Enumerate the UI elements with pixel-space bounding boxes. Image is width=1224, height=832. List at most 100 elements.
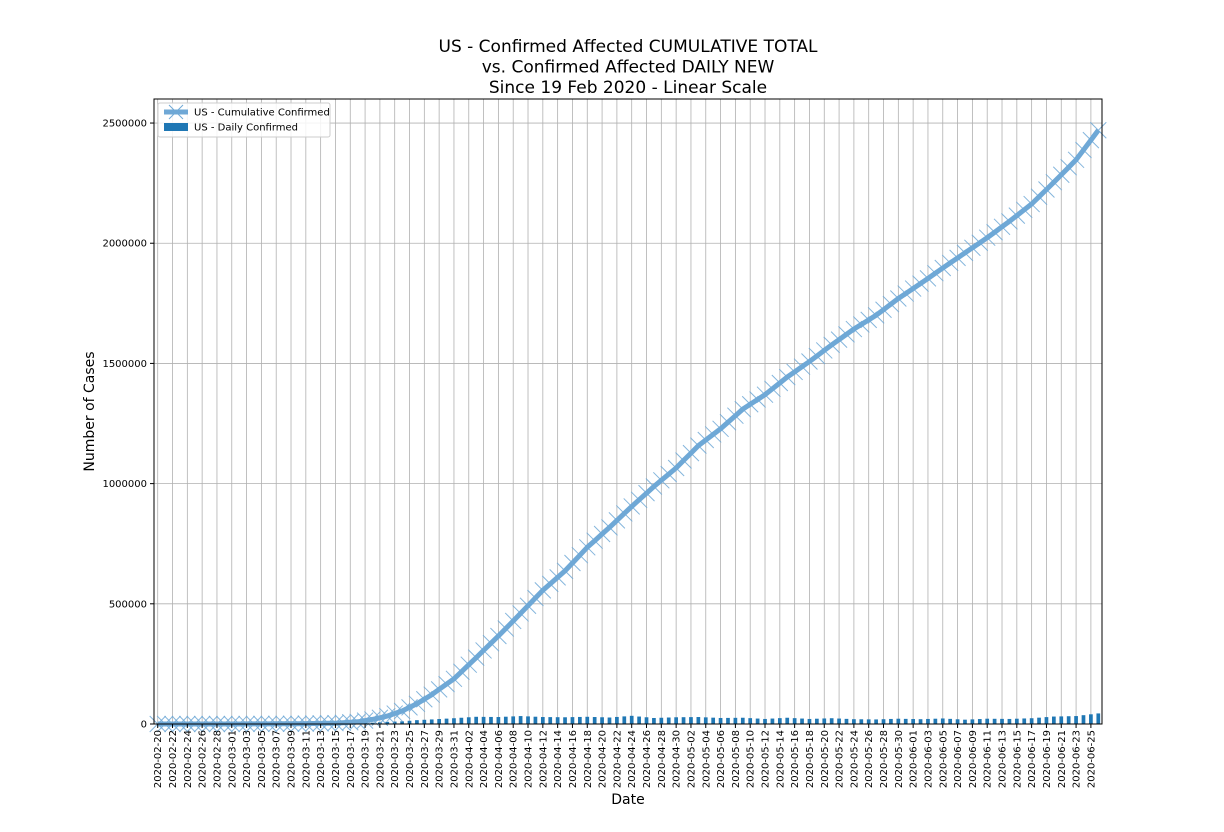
daily-bar xyxy=(460,718,464,724)
y-tick-label: 2000000 xyxy=(102,239,147,250)
daily-bar xyxy=(852,719,856,724)
x-tick-label: 2020-05-08 xyxy=(731,730,742,788)
daily-bar xyxy=(830,718,834,724)
legend-bar-swatch xyxy=(164,123,188,131)
daily-bar xyxy=(985,719,989,724)
x-tick-label: 2020-04-20 xyxy=(598,730,609,788)
daily-bar xyxy=(1030,718,1034,724)
chart-title: US - Confirmed Affected CUMULATIVE TOTAL… xyxy=(439,37,819,98)
title-line: US - Confirmed Affected CUMULATIVE TOTAL xyxy=(439,37,819,57)
x-tick-label: 2020-04-08 xyxy=(509,730,520,788)
daily-bar xyxy=(563,717,567,724)
daily-bar xyxy=(504,717,508,724)
daily-bar xyxy=(763,719,767,724)
x-tick-label: 2020-04-04 xyxy=(479,730,490,788)
x-tick-label: 2020-04-24 xyxy=(627,730,638,788)
x-tick-label: 2020-04-22 xyxy=(612,730,623,788)
daily-bar xyxy=(645,717,649,724)
x-tick-label: 2020-05-24 xyxy=(849,730,860,788)
daily-bar xyxy=(904,719,908,724)
x-tick-label: 2020-02-22 xyxy=(168,730,179,788)
daily-bar xyxy=(578,717,582,724)
daily-bar xyxy=(608,718,612,724)
x-tick-label: 2020-05-16 xyxy=(790,730,801,788)
legend: US - Cumulative Confirmed US - Daily Conf… xyxy=(158,103,330,137)
daily-bar xyxy=(593,717,597,724)
daily-bar xyxy=(526,716,530,724)
daily-bar xyxy=(415,720,419,724)
title-line: vs. Confirmed Affected DAILY NEW xyxy=(482,58,775,78)
daily-bar xyxy=(474,717,478,724)
daily-bar xyxy=(978,719,982,724)
daily-bar xyxy=(497,717,501,724)
x-tick-label: 2020-05-20 xyxy=(820,730,831,788)
x-tick-label: 2020-05-02 xyxy=(686,730,697,788)
x-tick-label: 2020-03-29 xyxy=(435,730,446,788)
daily-bar xyxy=(808,719,812,724)
daily-bar xyxy=(778,718,782,724)
x-tick-label: 2020-03-01 xyxy=(227,730,238,788)
daily-bar xyxy=(659,718,663,724)
legend-label-cumulative: US - Cumulative Confirmed xyxy=(194,108,330,119)
daily-bar xyxy=(541,717,545,724)
x-tick-label: 2020-05-18 xyxy=(805,730,816,788)
daily-bar xyxy=(422,720,426,724)
x-tick-label: 2020-06-01 xyxy=(909,730,920,788)
daily-bar xyxy=(652,718,656,724)
x-tick-label: 2020-03-13 xyxy=(316,730,327,788)
daily-bar xyxy=(1015,719,1019,724)
daily-bar xyxy=(911,719,915,724)
daily-bar xyxy=(1022,718,1026,724)
x-tick-label: 2020-03-19 xyxy=(361,730,372,788)
daily-bar xyxy=(467,717,471,724)
x-tick-label: 2020-06-19 xyxy=(1042,730,1053,788)
daily-bar xyxy=(748,718,752,724)
x-tick-label: 2020-02-24 xyxy=(183,730,194,788)
daily-bar xyxy=(637,717,641,724)
daily-bar xyxy=(1008,719,1012,724)
daily-bar xyxy=(711,718,715,724)
x-tick-label: 2020-04-28 xyxy=(657,730,668,788)
daily-bar xyxy=(622,716,626,724)
daily-bar xyxy=(430,719,434,724)
daily-bar xyxy=(437,719,441,724)
daily-bar xyxy=(704,717,708,724)
daily-bar xyxy=(889,719,893,724)
x-tick-label: 2020-02-28 xyxy=(212,730,223,788)
daily-bar xyxy=(689,717,693,724)
x-tick-label: 2020-04-16 xyxy=(568,730,579,788)
daily-bar xyxy=(511,716,515,724)
x-tick-label: 2020-04-10 xyxy=(524,730,535,788)
daily-bar xyxy=(1000,719,1004,724)
title-line: Since 19 Feb 2020 - Linear Scale xyxy=(489,78,767,98)
x-tick-label: 2020-05-22 xyxy=(835,730,846,788)
x-tick-label: 2020-03-05 xyxy=(257,730,268,788)
x-tick-label: 2020-03-03 xyxy=(242,730,253,788)
daily-bar xyxy=(822,718,826,724)
daily-bar xyxy=(667,718,671,724)
daily-bar xyxy=(785,718,789,724)
x-tick-label: 2020-05-30 xyxy=(894,730,905,788)
daily-bar xyxy=(734,718,738,724)
daily-bar xyxy=(1052,717,1056,724)
daily-bar xyxy=(452,718,456,724)
daily-bar xyxy=(771,719,775,724)
x-tick-label: 2020-03-27 xyxy=(420,730,431,788)
legend-label-daily: US - Daily Confirmed xyxy=(194,123,298,134)
daily-bar xyxy=(600,717,604,724)
daily-bar xyxy=(896,719,900,724)
x-tick-label: 2020-06-05 xyxy=(938,730,949,788)
daily-bar xyxy=(571,717,575,724)
daily-bar xyxy=(1037,718,1041,724)
x-tick-label: 2020-03-07 xyxy=(272,730,283,788)
daily-bar xyxy=(674,717,678,724)
x-tick-label: 2020-06-17 xyxy=(1027,730,1038,788)
daily-bar xyxy=(719,718,723,724)
y-tick-label: 1500000 xyxy=(102,359,147,370)
daily-bar xyxy=(948,719,952,724)
x-tick-label: 2020-03-11 xyxy=(301,730,312,788)
x-tick-label: 2020-04-18 xyxy=(583,730,594,788)
x-tick-label: 2020-06-11 xyxy=(983,730,994,788)
